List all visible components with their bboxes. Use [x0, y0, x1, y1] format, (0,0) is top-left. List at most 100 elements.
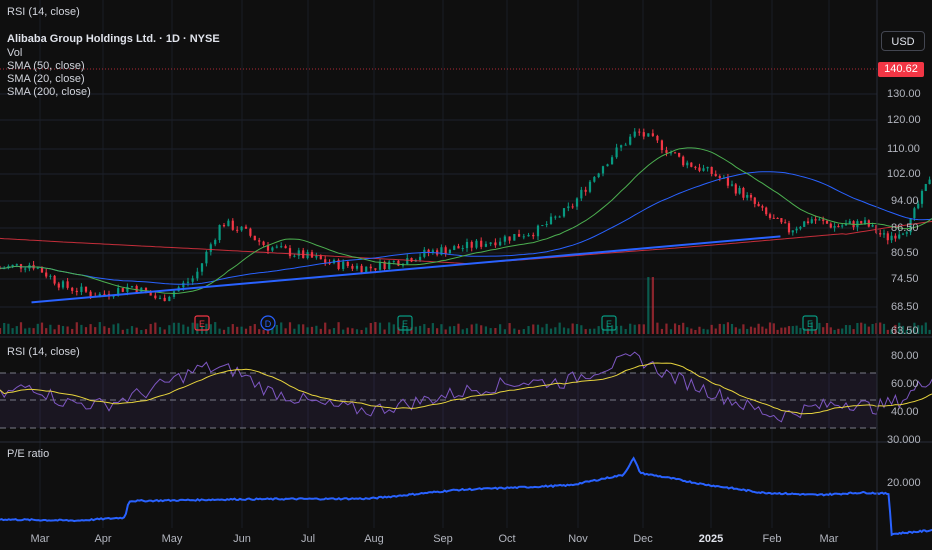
price-tick: 68.50: [891, 301, 919, 313]
candle-body: [698, 167, 701, 171]
candle-body: [879, 233, 882, 235]
volume-bar: [791, 326, 794, 334]
candle-body: [205, 251, 208, 264]
candle-body: [337, 259, 340, 269]
candle-body: [615, 147, 618, 158]
candle-body: [575, 198, 579, 207]
candle-body: [293, 255, 296, 257]
candle-body: [324, 259, 327, 263]
candle-body: [465, 241, 469, 249]
volume-bar: [121, 329, 124, 334]
volume-bar: [448, 326, 452, 334]
candle-body: [734, 184, 737, 194]
candle-body: [610, 157, 614, 165]
volume-bar: [457, 323, 460, 334]
volume-bar: [669, 329, 673, 334]
volume-bar: [440, 324, 443, 334]
volume-bar: [315, 325, 318, 334]
volume-bar: [135, 327, 138, 334]
candle-body: [418, 256, 422, 261]
volume-bar: [814, 329, 817, 334]
candle-body: [593, 177, 596, 182]
candle-body: [718, 176, 721, 178]
candle-body: [642, 132, 645, 137]
candle-body: [406, 258, 409, 265]
volume-bar: [810, 322, 813, 334]
candle-body: [753, 197, 756, 204]
legend-sma50[interactable]: SMA (50, close): [7, 60, 85, 72]
candle-body: [440, 247, 443, 255]
legend-vol[interactable]: Vol: [7, 47, 23, 59]
volume-bar: [624, 329, 627, 334]
rsi-panel-label[interactable]: RSI (14, close): [7, 346, 80, 358]
candle-body: [117, 288, 120, 296]
symbol-title[interactable]: Alibaba Group Holdings Ltd. · 1D · NYSE: [7, 33, 220, 45]
candle-body: [144, 287, 148, 292]
volume-bar: [886, 329, 889, 334]
candle-body: [103, 293, 106, 295]
candle-body: [168, 296, 171, 302]
month-label: Jun: [233, 533, 251, 545]
volume-bar: [140, 329, 143, 334]
candle-body: [784, 222, 787, 224]
candle-body: [686, 162, 689, 166]
volume-bar: [875, 323, 878, 334]
month-label: Oct: [498, 533, 516, 545]
volume-bar: [499, 324, 502, 334]
volume-bar: [262, 329, 265, 334]
volume-bar: [436, 328, 439, 334]
volume-bar: [40, 322, 44, 334]
currency-button[interactable]: USD: [881, 31, 925, 51]
candle-body: [346, 261, 349, 266]
volume-bar: [642, 324, 645, 334]
volume-bar: [601, 328, 605, 334]
volume-bar: [222, 329, 226, 334]
top-indicator-label[interactable]: RSI (14, close): [7, 6, 80, 18]
candle-body: [620, 145, 623, 148]
volume-bar: [822, 327, 825, 334]
month-label: Mar: [819, 533, 839, 545]
candle-body: [606, 164, 609, 167]
volume-bar: [593, 328, 596, 334]
candle-body: [924, 184, 927, 191]
volume-bar: [172, 322, 176, 334]
candle-body: [898, 234, 901, 239]
volume-bar: [196, 323, 199, 334]
candle-body: [597, 173, 600, 178]
volume-bar: [28, 327, 31, 334]
candle-body: [262, 241, 265, 245]
month-label: Aug: [364, 533, 384, 545]
candle-body: [554, 216, 557, 218]
candle-body: [810, 219, 813, 223]
volume-bar: [214, 322, 217, 334]
volume-bar: [244, 328, 248, 334]
legend-sma200[interactable]: SMA (200, close): [7, 86, 91, 98]
candle-body: [541, 225, 544, 227]
volume-bar: [682, 322, 685, 334]
candle-body: [829, 223, 832, 228]
volume-bar: [513, 328, 516, 334]
candle-body: [40, 267, 44, 273]
price-tick: 86.50: [891, 222, 919, 234]
volume-bar: [378, 322, 382, 334]
candle-body: [638, 131, 641, 133]
candle-body: [374, 268, 377, 270]
candle-body: [806, 221, 810, 223]
volume-bar: [882, 323, 886, 334]
candle-body: [624, 144, 627, 146]
volume-bar: [94, 327, 97, 334]
volume-bar: [489, 328, 492, 334]
candle-body: [227, 220, 230, 227]
candle-body: [508, 236, 511, 241]
volume-bar: [205, 323, 208, 334]
pe-panel-label[interactable]: P/E ratio: [7, 448, 50, 460]
month-label: Nov: [568, 533, 588, 545]
legend-sma20[interactable]: SMA (20, close): [7, 73, 85, 85]
volume-bar: [414, 326, 417, 334]
volume-bar: [117, 323, 120, 334]
candle-body: [917, 203, 920, 209]
volume-bar: [470, 324, 473, 334]
volume-bar: [768, 322, 772, 334]
candle-body: [580, 189, 583, 199]
pe-tick: 20.000: [887, 477, 921, 489]
